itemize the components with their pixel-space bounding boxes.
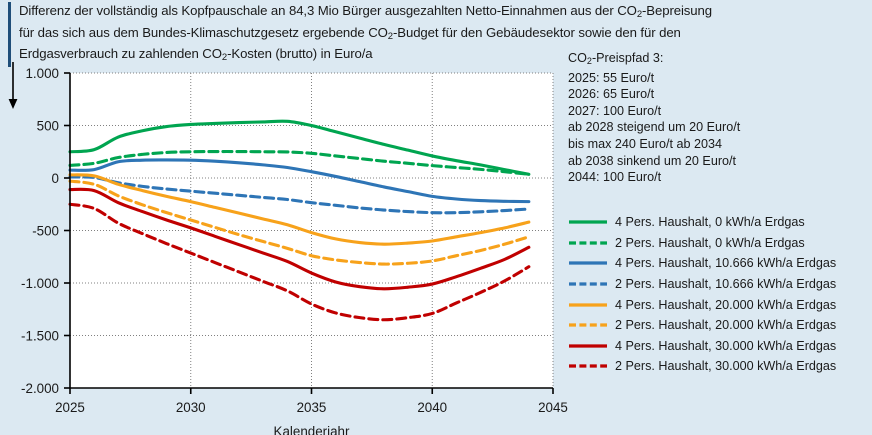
x-axis-tick-label: 2030 <box>176 400 206 415</box>
title-line-3-subscript: 2 <box>221 52 228 64</box>
down-arrow-icon <box>8 62 18 109</box>
legend-label: 4 Pers. Haushalt, 20.000 kWh/a Erdgas <box>615 297 837 312</box>
price-path-line: 2026: 65 Euro/t <box>568 87 655 102</box>
price-path-line: 2025: 55 Euro/t <box>568 70 655 85</box>
y-axis-tick-label: -500 <box>32 223 59 238</box>
legend-label: 2 Pers. Haushalt, 10.666 kWh/a Erdgas <box>615 277 837 292</box>
legend-swatch-solid <box>569 303 607 307</box>
x-axis-title: Kalenderjahr <box>274 424 350 435</box>
title-line-1-text-a: Differenz der vollständig als Kopfpausch… <box>19 3 637 18</box>
y-axis-tick-label: -1.000 <box>21 276 59 291</box>
price-path-line: 2044: 100 Euro/t <box>568 170 662 185</box>
title-line-1: Differenz der vollständig als Kopfpausch… <box>19 2 712 24</box>
y-axis-tick-label: 0 <box>52 171 59 186</box>
legend-label: 4 Pers. Haushalt, 10.666 kWh/a Erdgas <box>615 256 837 271</box>
title-line-3-text-a: Erdgasverbrauch zu zahlenden CO <box>19 46 222 62</box>
price-path-line: ab 2028 steigend um 20 Euro/t <box>568 120 741 135</box>
title-line-2-text-b: -Budget für den Gebäudesektor sowie den … <box>392 24 681 40</box>
legend-swatch-dashed <box>569 282 607 286</box>
y-axis-tick-label: -1.500 <box>21 328 59 343</box>
data-series-line <box>68 187 531 291</box>
y-axis-tick-label: 1.000 <box>25 66 59 81</box>
price-path-line: bis max 240 Euro/t ab 2034 <box>568 136 723 151</box>
title-line-3: Erdgasverbrauch zu zahlenden CO2-Kosten … <box>19 45 608 67</box>
legend-label: 2 Pers. Haushalt, 20.000 kWh/a Erdgas <box>615 318 837 333</box>
title-line-2-text-a: für das sich aus dem Bundes-Klimaschutzg… <box>19 24 388 40</box>
data-series-line <box>68 202 531 322</box>
legend-swatch-dashed <box>569 241 607 245</box>
title-line-2: für das sich aus dem Bundes-Klimaschutzg… <box>19 24 681 46</box>
data-series-line <box>68 179 531 266</box>
chart-area: -2.000 -1.500 -1.000 -500 0 500 1.000 2025 2030 2… <box>0 58 568 435</box>
title-line-3-text-b: -Kosten (brutto) in Euro/a <box>227 46 373 62</box>
legend-item[interactable]: 4 Pers. Haushalt, 30.000 kWh/a Erdgas <box>568 336 870 357</box>
data-series-line <box>68 149 531 176</box>
page-title: Differenz der vollständig als Kopfpausch… <box>8 2 712 68</box>
data-series-line <box>68 175 531 215</box>
legend-swatch-solid <box>569 261 607 266</box>
legend-item[interactable]: 4 Pers. Haushalt, 0 kWh/a Erdgas <box>568 212 870 233</box>
legend-swatch-solid <box>569 344 607 348</box>
legend-swatch-solid <box>569 220 607 224</box>
price-path-heading-b: -Preispfad 3: <box>591 51 664 65</box>
price-path-line: ab 2038 sinkend um 20 Euro/t <box>568 153 737 168</box>
title-line-2-subscript: 2 <box>387 30 393 42</box>
legend-swatch-dashed <box>569 323 607 327</box>
line-chart: -2.000 -1.500 -1.000 -500 0 500 1.000 2025 2030 2… <box>21 66 568 435</box>
legend-label: 2 Pers. Haushalt, 30.000 kWh/a Erdgas <box>615 359 837 374</box>
price-path-heading: CO2-Preispfad 3: <box>568 50 868 70</box>
legend-item[interactable]: 2 Pers. Haushalt, 10.666 kWh/a Erdgas <box>568 274 870 295</box>
x-axis-tick-label: 2025 <box>55 400 85 415</box>
price-path-heading-a: CO <box>568 51 587 65</box>
x-axis-tick-label: 2035 <box>297 400 327 415</box>
data-series-line <box>68 173 531 246</box>
x-axis-tick-label: 2045 <box>538 400 568 415</box>
chart-legend: 4 Pers. Haushalt, 0 kWh/a Erdgas 2 Pers. … <box>568 212 870 377</box>
legend-item[interactable]: 4 Pers. Haushalt, 10.666 kWh/a Erdgas <box>568 253 870 274</box>
title-line-1-subscript: 2 <box>636 9 642 21</box>
y-axis-tick-label: -2.000 <box>21 381 59 396</box>
legend-label: 2 Pers. Haushalt, 0 kWh/a Erdgas <box>615 235 805 250</box>
title-line-1-text-b: -Bepreisung <box>642 3 713 18</box>
data-series-line <box>68 158 531 204</box>
legend-swatch-dashed <box>569 364 607 369</box>
price-path-line: 2027: 100 Euro/t <box>568 103 662 118</box>
legend-item[interactable]: 2 Pers. Haushalt, 20.000 kWh/a Erdgas <box>568 315 870 336</box>
legend-item[interactable]: 2 Pers. Haushalt, 30.000 kWh/a Erdgas <box>568 356 870 377</box>
x-axis-tick-label: 2040 <box>417 400 447 415</box>
legend-item[interactable]: 2 Pers. Haushalt, 0 kWh/a Erdgas <box>568 233 870 254</box>
price-path-heading-subscript: 2 <box>586 55 592 66</box>
legend-label: 4 Pers. Haushalt, 0 kWh/a Erdgas <box>615 215 805 230</box>
y-axis-tick-label: 500 <box>37 118 59 133</box>
legend-item[interactable]: 4 Pers. Haushalt, 20.000 kWh/a Erdgas <box>568 294 870 315</box>
legend-label: 4 Pers. Haushalt, 30.000 kWh/a Erdgas <box>615 338 837 353</box>
data-series-line <box>68 119 531 176</box>
price-path-note: CO2-Preispfad 3: 2025: 55 Euro/t 2026: 6… <box>568 50 868 186</box>
